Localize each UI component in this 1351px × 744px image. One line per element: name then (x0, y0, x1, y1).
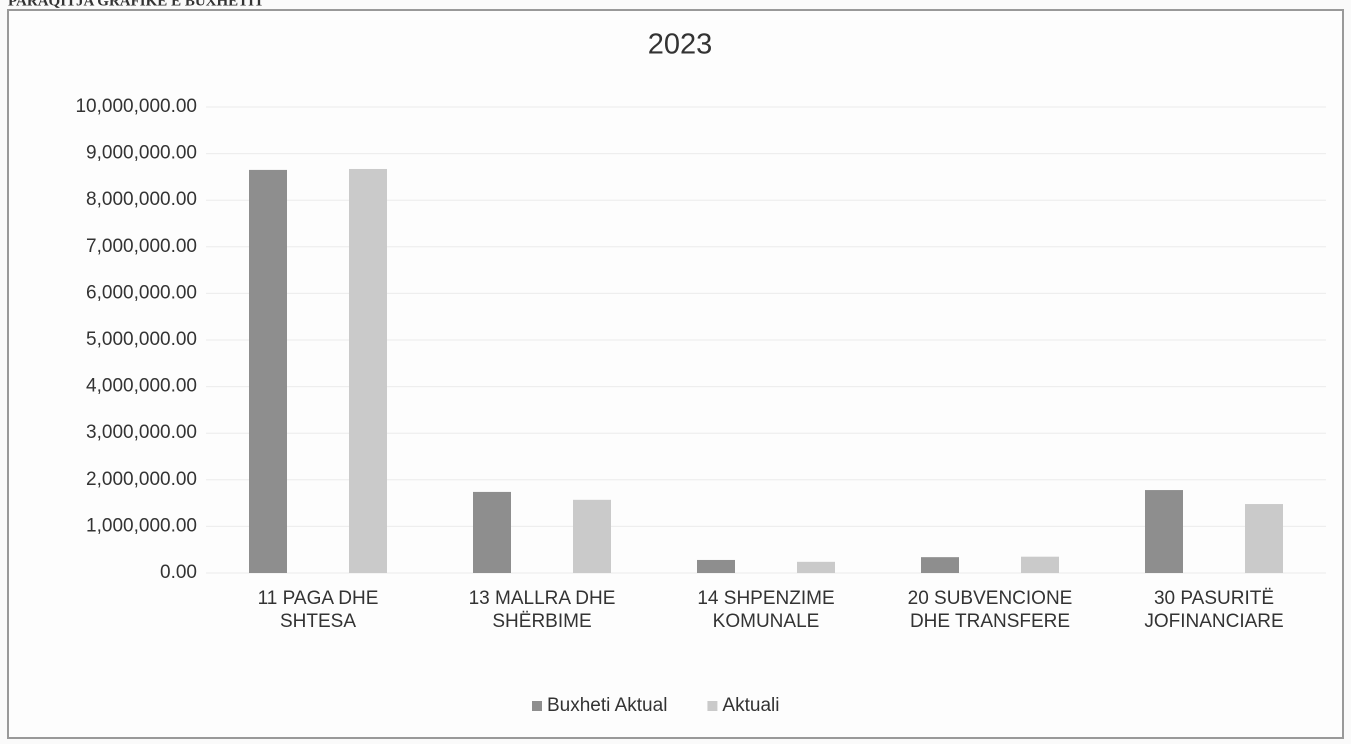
bar (797, 561, 835, 573)
legend-swatch (532, 701, 542, 711)
y-tick-label: 9,000,000.00 (86, 143, 197, 164)
y-tick-label: 3,000,000.00 (86, 422, 197, 443)
y-tick-label: 6,000,000.00 (86, 282, 197, 303)
x-tick-label: 14 SHPENZIME KOMUNALE (697, 588, 835, 632)
bar (349, 168, 387, 573)
bar (249, 169, 287, 573)
bar (1021, 556, 1059, 573)
header: PARAQITJA GRAFIKE E BUXHETIT (8, 0, 264, 9)
legend-label: Buxheti Aktual (547, 695, 667, 716)
x-tick-label: 20 SUBVENCIONE DHE TRANSFERE (907, 588, 1073, 632)
bar (697, 559, 735, 573)
bar (921, 557, 959, 573)
bar (473, 491, 511, 573)
y-tick-label: 1,000,000.00 (86, 515, 197, 536)
legend-label: Aktuali (722, 695, 779, 716)
y-tick-label: 7,000,000.00 (86, 236, 197, 257)
x-tick-label: 13 MALLRA DHE SHËRBIME (468, 588, 616, 632)
y-tick-label: 4,000,000.00 (86, 376, 197, 397)
legend-swatch (707, 701, 718, 711)
bar (1245, 504, 1283, 573)
bar (573, 499, 611, 573)
y-tick-label: 10,000,000.00 (75, 96, 197, 117)
y-tick-label: 8,000,000.00 (86, 189, 197, 210)
y-tick-label: 2,000,000.00 (86, 469, 197, 490)
bar (1145, 490, 1183, 573)
y-tick-label: 5,000,000.00 (86, 329, 197, 350)
x-tick-label: 11 PAGA DHE SHTESA (257, 588, 379, 632)
x-tick-label: 30 PASURITË JOFINANCIARE (1144, 588, 1284, 632)
chart-title: 2023 (648, 29, 713, 61)
y-tick-label: 0.00 (160, 562, 197, 583)
chart-frame (7, 9, 1344, 739)
